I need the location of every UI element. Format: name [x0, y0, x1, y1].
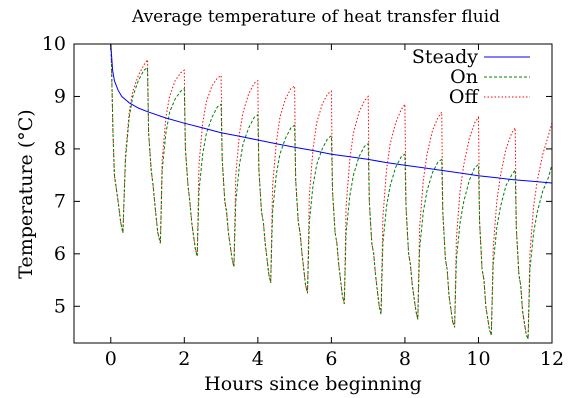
legend-label-steady: Steady — [412, 46, 478, 68]
x-tick-label: 10 — [466, 348, 490, 370]
series-line-on — [110, 43, 553, 340]
x-tick-label: 12 — [540, 348, 564, 370]
series-line-off — [110, 43, 553, 340]
legend-label-off: Off — [449, 86, 480, 108]
plot-frame — [73, 43, 553, 344]
y-axis-title: Temperature (°C) — [15, 109, 37, 278]
y-tick-label: 9 — [54, 85, 66, 107]
y-tick-label: 8 — [54, 138, 66, 160]
x-tick-label: 8 — [399, 348, 411, 370]
x-tick-label: 4 — [252, 348, 264, 370]
y-tick-label: 7 — [54, 190, 66, 212]
series-line-steady — [110, 43, 553, 184]
y-tick-label: 6 — [54, 243, 66, 265]
legend-label-on: On — [450, 66, 478, 88]
x-tick-label: 0 — [105, 348, 117, 370]
x-tick-label: 6 — [325, 348, 337, 370]
plot-area — [110, 43, 553, 340]
y-axis: 5 6 7 8 9 10 — [42, 33, 552, 317]
x-axis: 0 2 4 6 8 10 12 — [105, 44, 564, 370]
x-axis-title: Hours since beginning — [204, 373, 422, 395]
y-tick-label: 10 — [42, 33, 66, 55]
y-tick-label: 5 — [54, 295, 66, 317]
chart-title: Average temperature of heat transfer flu… — [131, 7, 500, 27]
x-tick-label: 2 — [178, 348, 190, 370]
